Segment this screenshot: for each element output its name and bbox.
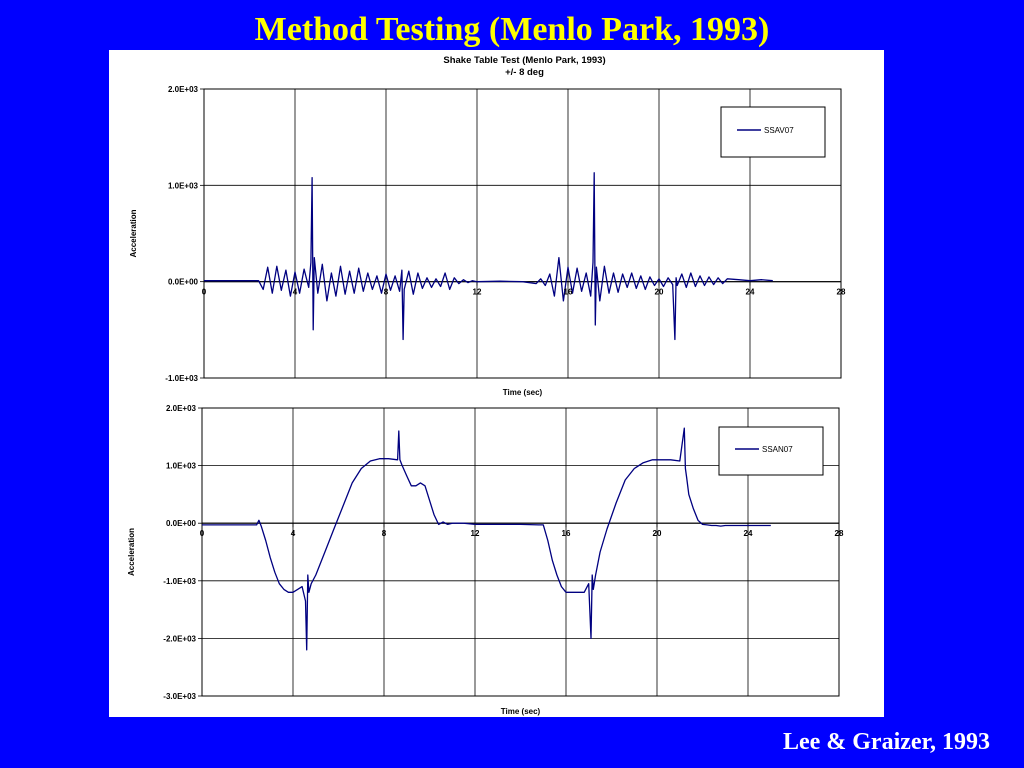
- y-tick-label: 2.0E+03: [168, 85, 199, 94]
- y-tick-label: 0.0E+00: [168, 278, 199, 287]
- series-line-SSAN07: [202, 427, 771, 651]
- x-tick-label: 12: [473, 288, 482, 297]
- x-tick-label: 28: [837, 288, 846, 297]
- y-tick-label: 1.0E+03: [166, 462, 197, 471]
- x-tick-label: 0: [200, 529, 205, 538]
- x-tick-label: 24: [744, 529, 753, 538]
- chart-2: SSAN07: [198, 407, 840, 697]
- y-tick-label: -3.0E+03: [163, 692, 196, 701]
- legend-label: SSAN07: [762, 445, 793, 454]
- citation: Lee & Graizer, 1993: [782, 729, 990, 755]
- x-tick-label: 20: [653, 529, 662, 538]
- x-tick-label: 4: [293, 288, 298, 297]
- y-axis-label: Acceleration: [129, 209, 138, 257]
- y-tick-label: 2.0E+03: [166, 404, 197, 413]
- y-axis-label: Acceleration: [127, 528, 136, 576]
- chart-title: Shake Table Test (Menlo Park, 1993): [443, 55, 605, 66]
- chart-subtitle: +/- 8 deg: [505, 67, 544, 78]
- x-tick-label: 16: [562, 529, 571, 538]
- x-tick-label: 8: [384, 288, 389, 297]
- y-tick-label: 1.0E+03: [168, 181, 199, 190]
- plot-area: [203, 88, 842, 379]
- series-line-SSAV07: [204, 172, 773, 341]
- x-tick-label: 8: [382, 529, 387, 538]
- slide-title: Method Testing (Menlo Park, 1993): [254, 11, 770, 48]
- y-tick-label: -1.0E+03: [163, 577, 196, 586]
- plot-area: [201, 407, 840, 697]
- chart-1: SSAV07: [200, 88, 842, 379]
- legend: SSAN07: [718, 426, 824, 476]
- y-tick-label: -2.0E+03: [163, 634, 196, 643]
- figure-panel: SSAV07 -1.0E+03 0.0E+00 1.0E+03 2.0E+03 0 4 8 12…: [109, 50, 884, 717]
- legend-box: [720, 106, 826, 158]
- figure-svg: SSAV07 -1.0E+03 0.0E+00 1.0E+03 2.0E+03 0 4 8 12…: [127, 55, 846, 716]
- x-tick-label: 20: [655, 288, 664, 297]
- legend-label: SSAV07: [764, 126, 794, 135]
- x-axis-label: Time (sec): [503, 388, 543, 397]
- x-tick-label: 4: [291, 529, 296, 538]
- x-axis-label: Time (sec): [501, 707, 541, 716]
- y-tick-label: -1.0E+03: [165, 374, 198, 383]
- x-tick-label: 16: [564, 288, 573, 297]
- legend-box: [718, 426, 824, 476]
- x-tick-label: 24: [746, 288, 755, 297]
- x-tick-label: 28: [835, 529, 844, 538]
- x-tick-label: 0: [202, 288, 207, 297]
- legend: SSAV07: [720, 106, 826, 158]
- y-tick-label: 0.0E+00: [166, 519, 197, 528]
- x-tick-label: 12: [471, 529, 480, 538]
